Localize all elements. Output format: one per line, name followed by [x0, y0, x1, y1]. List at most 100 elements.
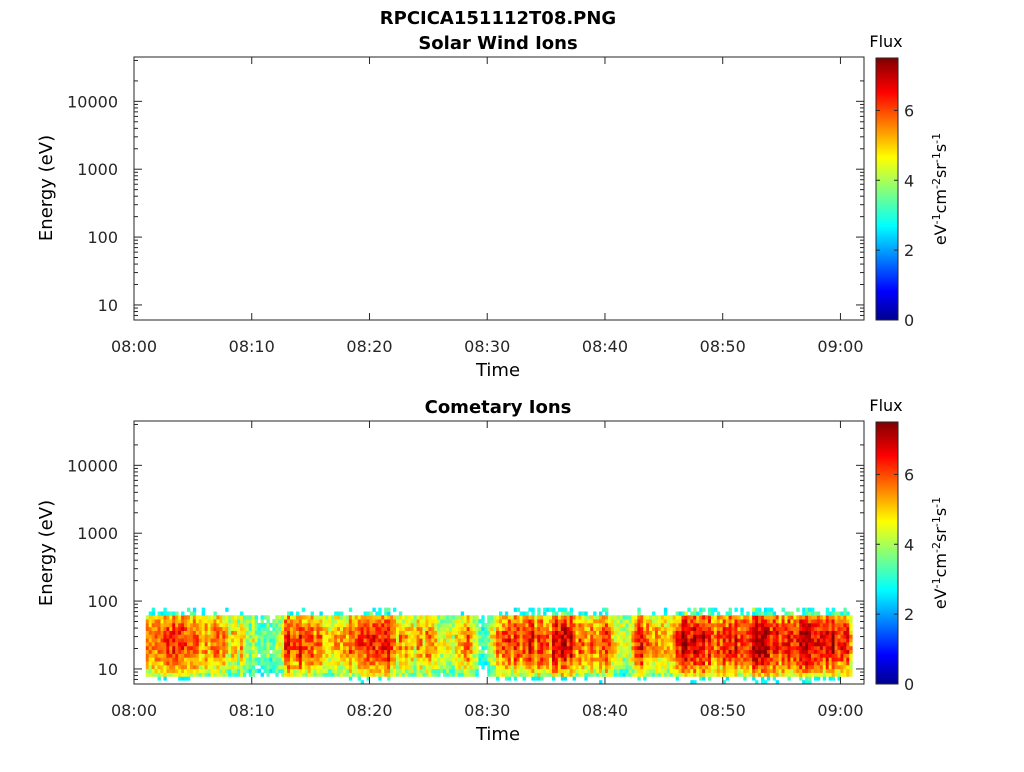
heatmap-cell [678, 672, 682, 677]
heatmap-cell [237, 630, 241, 635]
heatmap-cell [546, 634, 550, 639]
heatmap-cell [198, 622, 203, 628]
heatmap-cell [755, 630, 759, 635]
heatmap-cell [602, 657, 606, 662]
heatmap-cell [469, 649, 473, 654]
heatmap-cell [410, 672, 415, 677]
heatmap-cell [834, 657, 838, 662]
heatmap-cell [254, 645, 259, 651]
heatmap-cell [316, 622, 320, 628]
heatmap-cell [440, 653, 444, 658]
heatmap-cell [787, 638, 791, 643]
heatmap-cell [631, 657, 635, 662]
heatmap-cell [407, 657, 412, 662]
heatmap-cell [640, 668, 644, 673]
heatmap-cell [805, 619, 809, 624]
heatmap-cell [557, 619, 562, 624]
heatmap-cell [599, 661, 603, 666]
heatmap-cell [295, 638, 300, 643]
heatmap-cell [531, 638, 535, 643]
heatmap-cell [652, 672, 656, 677]
heatmap-cell [504, 649, 509, 654]
heatmap-cell [581, 611, 585, 616]
heatmap-cell [281, 622, 285, 628]
heatmap-cell [728, 634, 732, 639]
heatmap-cell [675, 645, 679, 651]
heatmap-cell [628, 653, 632, 658]
heatmap-cell [357, 672, 362, 677]
heatmap-cell [737, 634, 741, 639]
heatmap-cell [769, 630, 774, 635]
heatmap-cell [345, 649, 350, 654]
heatmap-cell [537, 622, 541, 628]
heatmap-cell [569, 642, 573, 647]
heatmap-cell [272, 649, 276, 654]
heatmap-cell [301, 622, 306, 628]
heatmap-cell [684, 664, 688, 670]
heatmap-cell [416, 634, 420, 639]
heatmap-cell [534, 672, 538, 677]
heatmap-cell [840, 661, 844, 666]
heatmap-cell [808, 615, 812, 620]
heatmap-cell [678, 668, 682, 673]
heatmap-cell [443, 653, 447, 658]
heatmap-cell [419, 642, 423, 647]
heatmap-cell [166, 653, 170, 658]
heatmap-cell [446, 619, 450, 624]
heatmap-cell [519, 661, 523, 666]
heatmap-cell [337, 645, 341, 651]
heatmap-cell [334, 657, 338, 662]
heatmap-cell [599, 642, 603, 647]
heatmap-cell [628, 672, 632, 677]
heatmap-cell [734, 622, 738, 628]
heatmap-cell [537, 676, 541, 681]
heatmap-cell [304, 634, 309, 639]
heatmap-cell [778, 638, 782, 643]
heatmap-cell [204, 638, 208, 643]
heatmap-cell [248, 638, 253, 643]
heatmap-cell [678, 661, 682, 666]
heatmap-cell [242, 638, 247, 643]
heatmap-cell [437, 645, 441, 651]
heatmap-cell [637, 657, 641, 662]
heatmap-cell [522, 653, 526, 658]
heatmap-cell [448, 615, 453, 620]
heatmap-cell [301, 638, 306, 643]
heatmap-cell [719, 657, 724, 662]
heatmap-cell [584, 664, 588, 670]
heatmap-cell [666, 661, 671, 666]
heatmap-cell [513, 626, 518, 631]
heatmap-cell [590, 630, 594, 635]
heatmap-cell [572, 622, 576, 628]
heatmap-cell [360, 664, 364, 670]
heatmap-cell [425, 638, 429, 643]
heatmap-cell [378, 653, 382, 658]
heatmap-cell [316, 615, 320, 620]
heatmap-cell [251, 619, 256, 624]
heatmap-cell [705, 642, 709, 647]
heatmap-cell [678, 664, 682, 670]
heatmap-cell [743, 657, 747, 662]
heatmap-cell [649, 642, 653, 647]
heatmap-cell [666, 615, 671, 620]
heatmap-cell [519, 615, 523, 620]
heatmap-cell [345, 642, 350, 647]
heatmap-cell [593, 638, 597, 643]
heatmap-cell [157, 657, 161, 662]
heatmap-cell [749, 638, 753, 643]
heatmap-cell [437, 649, 441, 654]
heatmap-cell [316, 653, 320, 658]
heatmap-cell [175, 642, 179, 647]
heatmap-cell [631, 668, 635, 673]
heatmap-cell [805, 657, 809, 662]
heatmap-cell [307, 664, 312, 670]
heatmap-cell [737, 653, 741, 658]
heatmap-cell [528, 661, 532, 666]
heatmap-cell [707, 668, 712, 673]
heatmap-cell [652, 668, 656, 673]
heatmap-cell [166, 626, 170, 631]
heatmap-cell [160, 626, 164, 631]
heatmap-cell [419, 626, 423, 631]
heatmap-cell [669, 638, 674, 643]
heatmap-cell [484, 657, 488, 662]
